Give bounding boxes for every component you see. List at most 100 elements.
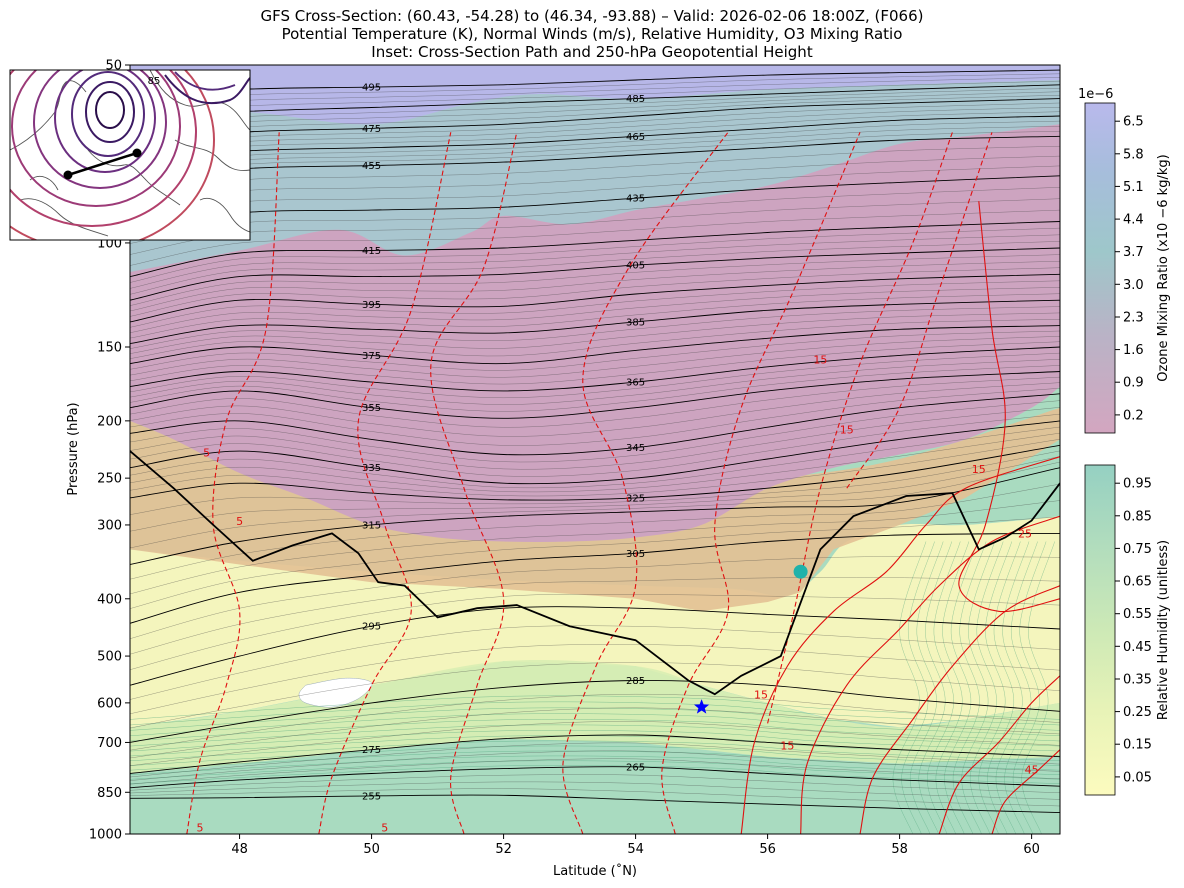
colorbar-tick-label: 3.7	[1123, 245, 1144, 260]
x-tick-label: 54	[627, 842, 644, 857]
inset-path-start	[132, 148, 142, 158]
theta-minor-line	[130, 209, 1060, 266]
title-line-2: Potential Temperature (K), Normal Winds …	[282, 25, 903, 43]
colorbar-tick-label: 0.45	[1123, 640, 1152, 655]
theta-label: 455	[362, 161, 381, 172]
theta-minor-line	[130, 234, 1060, 289]
y-tick-label: 150	[97, 341, 122, 356]
theta-line-375	[130, 325, 1060, 365]
theta-minor-line	[130, 555, 1060, 639]
rh-contour-line	[909, 541, 944, 834]
rh-contour-line	[130, 755, 1060, 776]
theta-label: 385	[626, 317, 645, 328]
x-tick-label: 48	[231, 842, 248, 857]
colorbar-tick-label: 0.85	[1123, 509, 1152, 524]
x-tick-label: 50	[363, 842, 380, 857]
wind-contour-label: 15	[813, 354, 827, 367]
theta-label: 405	[626, 261, 645, 272]
theta-label: 395	[362, 300, 381, 311]
theta-minor-line	[130, 73, 1060, 105]
theta-minor-line	[130, 382, 1060, 437]
theta-minor-line	[130, 750, 1060, 781]
y-tick-label: 500	[97, 650, 122, 665]
theta-minor-line	[130, 267, 1060, 317]
theta-minor-line	[130, 319, 1060, 359]
theta-line-485	[130, 84, 1060, 121]
theta-line-405	[130, 247, 1060, 301]
theta-minor-line	[130, 358, 1060, 405]
theta-label: 485	[626, 94, 645, 105]
colorbar-tick-label: 0.05	[1123, 770, 1152, 785]
y-tick-label: 200	[97, 414, 122, 429]
title-line-3: Inset: Cross-Section Path and 250-hPa Ge…	[371, 43, 813, 61]
theta-minor-line	[130, 693, 1060, 751]
y-axis-label: Pressure (hPa)	[66, 402, 81, 495]
theta-minor-line	[130, 758, 1060, 785]
inset-coastline	[199, 197, 250, 233]
inset-map: 85	[9, 69, 251, 241]
theta-line-295	[130, 606, 1060, 686]
theta-minor-line	[130, 260, 1060, 312]
wind-contour-label: 5	[203, 447, 210, 460]
rh-contour-line	[130, 724, 1060, 747]
y-tick-label: 850	[97, 786, 122, 801]
inset-height-contour	[54, 70, 156, 173]
colorbar-tick-label: 0.95	[1123, 477, 1152, 492]
tropopause-line	[130, 450, 1060, 696]
colorbar-tick-label: 0.75	[1123, 542, 1152, 557]
colorbar-tick-label: 0.2	[1123, 408, 1144, 423]
wind-negative-contour	[318, 132, 452, 834]
ozone-colorbar-ticks: 0.2 0.9 1.6 2.3 3.0 3.7 4.4 5.1 5.8 6.5	[1115, 115, 1144, 423]
inset-height-contour	[10, 70, 197, 227]
theta-minor-line	[130, 77, 1060, 110]
y-tick-label: 1000	[89, 828, 122, 843]
theta-line-435	[130, 175, 1060, 233]
y-tick-label: 250	[97, 472, 122, 487]
rh-contour-line	[944, 541, 978, 834]
theta-label: 295	[362, 622, 381, 633]
wind-negative-contour	[767, 132, 953, 724]
inset-height-contour	[174, 71, 236, 91]
rh-contour-line	[130, 735, 1060, 757]
theta-minor-line	[130, 774, 1060, 794]
theta-line-275	[130, 734, 1060, 774]
theta-label: 325	[626, 493, 645, 504]
colorbar-tick-label: 3.0	[1123, 278, 1144, 293]
theta-minor-line	[130, 352, 1060, 399]
theta-line-365	[130, 346, 1060, 392]
rh-contour-line	[130, 740, 1060, 762]
rh-contour-line	[935, 541, 970, 834]
inset-height-contour	[10, 70, 215, 240]
theta-minor-line	[130, 625, 1060, 700]
wind-contour-label: 15	[972, 463, 986, 476]
inset-height-contour	[164, 74, 250, 105]
theta-label: 335	[362, 463, 381, 474]
end-point-marker	[694, 699, 710, 714]
markers	[694, 564, 808, 714]
theta-minor-line	[130, 400, 1060, 463]
colorbar-tick-label: 0.9	[1123, 376, 1144, 391]
ozone-colorbar: 0.2 0.9 1.6 2.3 3.0 3.7 4.4 5.1 5.8 6.5 1e−6 Ozon…	[1078, 87, 1171, 434]
theta-minor-line	[130, 376, 1060, 428]
theta-minor-line	[130, 662, 1060, 729]
theta-minor-line	[130, 87, 1060, 127]
theta-label: 345	[626, 443, 645, 454]
rh-contour-line	[978, 541, 1013, 834]
colorbar-tick-label: 0.55	[1123, 607, 1152, 622]
x-axis: 48 50 52 54 56 58 60	[231, 834, 1040, 857]
theta-minor-line	[130, 91, 1060, 133]
x-axis-label: Latitude (˚N)	[553, 863, 637, 879]
wind-positive-contour	[938, 675, 1060, 834]
theta-minor-line	[130, 280, 1060, 328]
rh-colorbar-gradient	[1084, 464, 1116, 796]
theta-minor-line	[130, 456, 1060, 532]
theta-minor-line	[130, 781, 1060, 800]
theta-minor-line	[130, 707, 1060, 759]
theta-label: 285	[626, 676, 645, 687]
theta-minor-line	[130, 155, 1060, 210]
theta-minor-line	[130, 742, 1060, 778]
x-tick-label: 58	[891, 842, 908, 857]
rh-contour-line	[969, 541, 1004, 834]
